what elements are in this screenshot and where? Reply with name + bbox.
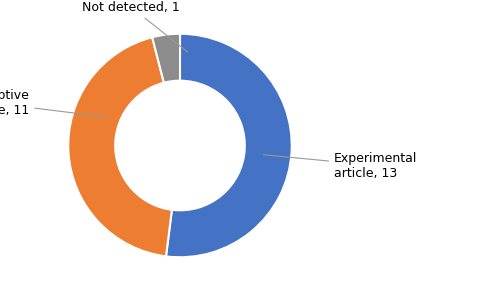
Wedge shape — [166, 34, 292, 257]
Text: Descriptive
article, 11: Descriptive article, 11 — [0, 89, 108, 117]
Wedge shape — [68, 37, 172, 256]
Wedge shape — [152, 34, 180, 83]
Text: Experimental
article, 13: Experimental article, 13 — [263, 152, 418, 180]
Text: Not detected, 1: Not detected, 1 — [82, 1, 188, 52]
